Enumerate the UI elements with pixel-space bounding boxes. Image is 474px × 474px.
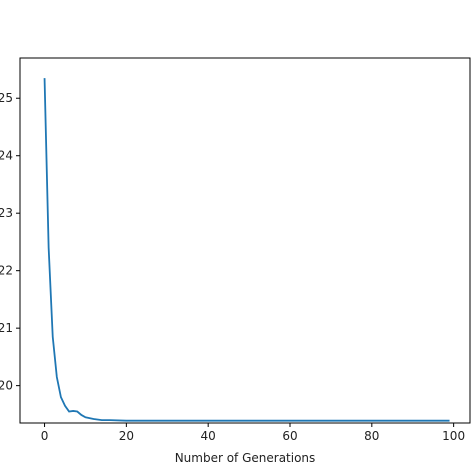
x-tick-label: 80 xyxy=(364,429,379,443)
x-tick-label: 20 xyxy=(119,429,134,443)
x-tick-label: 40 xyxy=(201,429,216,443)
x-axis-label: Number of Generations xyxy=(175,451,316,465)
x-axis-ticks: 0 20 40 60 80 100 xyxy=(41,423,465,443)
series-line xyxy=(43,78,450,422)
y-tick-label: 21 xyxy=(0,321,13,335)
y-tick-label: 22 xyxy=(0,264,13,278)
y-tick-label: 24 xyxy=(0,149,13,163)
y-tick-label: 25 xyxy=(0,91,13,105)
x-tick-label: 100 xyxy=(442,429,465,443)
y-axis-ticks: 20 21 22 23 24 25 xyxy=(0,91,20,393)
x-tick-label: 60 xyxy=(282,429,297,443)
x-tick-label: 0 xyxy=(41,429,49,443)
y-tick-label: 20 xyxy=(0,379,13,393)
y-tick-label: 23 xyxy=(0,206,13,220)
plot-area-frame xyxy=(19,57,471,424)
